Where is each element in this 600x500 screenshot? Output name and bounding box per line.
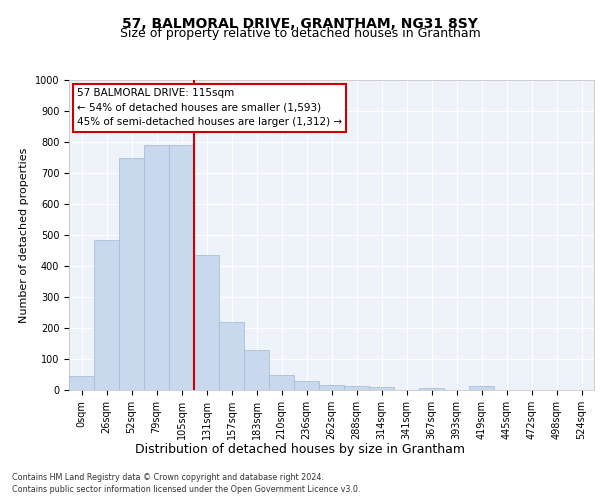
Text: Contains public sector information licensed under the Open Government Licence v3: Contains public sector information licen… xyxy=(12,485,361,494)
Bar xyxy=(194,255,219,390)
Bar xyxy=(144,145,169,390)
Bar xyxy=(69,376,94,390)
Bar xyxy=(419,388,444,390)
Bar xyxy=(244,350,269,390)
Bar xyxy=(219,322,244,390)
Y-axis label: Number of detached properties: Number of detached properties xyxy=(19,148,29,322)
Bar xyxy=(344,386,369,390)
Bar xyxy=(369,387,394,390)
Text: Size of property relative to detached houses in Grantham: Size of property relative to detached ho… xyxy=(119,28,481,40)
Text: 57, BALMORAL DRIVE, GRANTHAM, NG31 8SY: 57, BALMORAL DRIVE, GRANTHAM, NG31 8SY xyxy=(122,18,478,32)
Bar xyxy=(269,374,294,390)
Bar xyxy=(319,386,344,390)
Text: 57 BALMORAL DRIVE: 115sqm
← 54% of detached houses are smaller (1,593)
45% of se: 57 BALMORAL DRIVE: 115sqm ← 54% of detac… xyxy=(77,88,342,128)
Bar xyxy=(294,380,319,390)
Text: Contains HM Land Registry data © Crown copyright and database right 2024.: Contains HM Land Registry data © Crown c… xyxy=(12,472,324,482)
Bar xyxy=(119,158,144,390)
Bar xyxy=(94,240,119,390)
Text: Distribution of detached houses by size in Grantham: Distribution of detached houses by size … xyxy=(135,442,465,456)
Bar xyxy=(169,145,194,390)
Bar xyxy=(469,386,494,390)
